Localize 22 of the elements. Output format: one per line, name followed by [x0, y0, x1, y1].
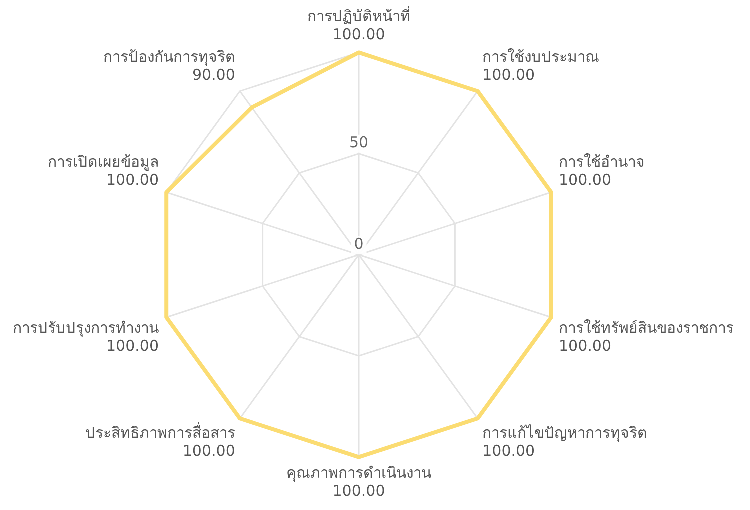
data-label: 100.00	[559, 170, 612, 189]
spoke-label: ประสิทธิภาพการสื่อสาร	[85, 422, 236, 442]
data-label: 100.00	[106, 170, 159, 189]
data-label: 100.00	[332, 26, 386, 44]
data-label: 100.00	[182, 442, 236, 460]
data-label: 100.00	[332, 482, 386, 500]
data-label: 100.00	[482, 66, 536, 84]
spoke-label: การใช้ทรัพย์สินของราชการ	[559, 318, 734, 337]
y-tick-label: 50	[349, 134, 369, 152]
spoke-label: คุณภาพการดำเนินงาน	[286, 464, 432, 484]
spoke-label: การป้องกันการทุจริต	[103, 48, 236, 67]
data-label: 100.00	[106, 336, 159, 355]
y-tick-label: 0	[354, 234, 364, 253]
spoke-label: การปรับปรุงการทำงาน	[13, 318, 159, 338]
spoke-label: การปฏิบัติหน้าที่	[308, 6, 410, 26]
spoke-label: การใช้งบประมาณ	[482, 48, 600, 66]
spoke-label: การเปิดเผยข้อมูล	[48, 152, 159, 171]
spoke-label: การแก้ไขปัญหาการทุจริต	[482, 424, 648, 444]
data-label: 90.00	[192, 66, 236, 84]
spoke-label: การใช้อำนาจ	[559, 152, 645, 171]
data-label: 100.00	[559, 336, 612, 355]
data-label: 100.00	[482, 442, 536, 460]
